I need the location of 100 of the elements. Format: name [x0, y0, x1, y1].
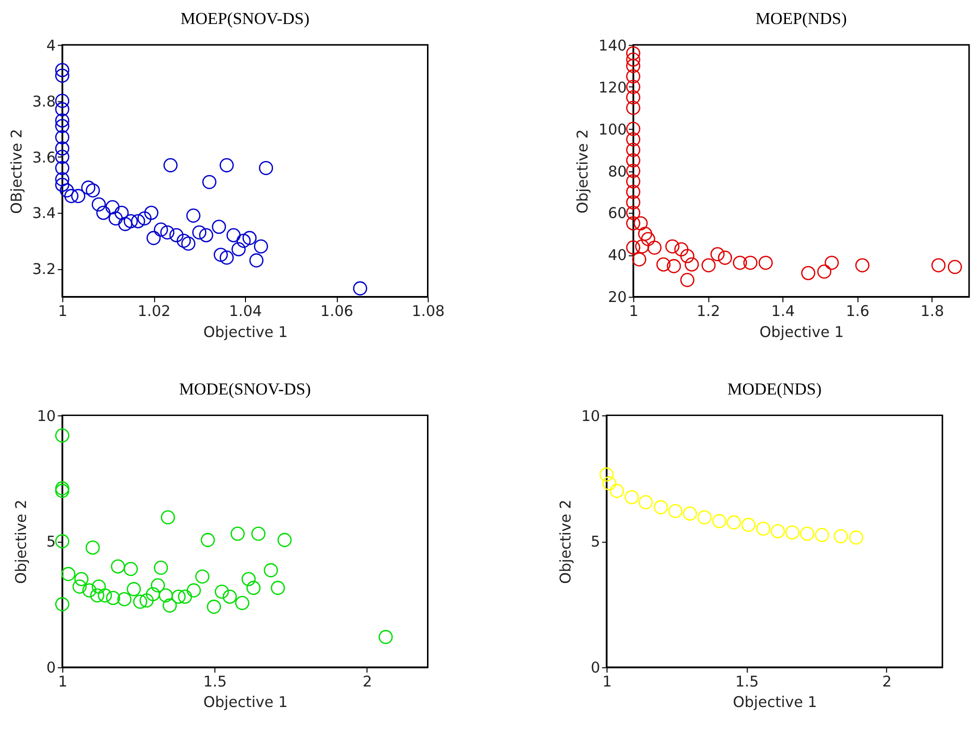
- point: [92, 580, 106, 594]
- point: [635, 239, 650, 254]
- point: [195, 569, 210, 584]
- point: [849, 530, 864, 545]
- point: [55, 118, 70, 134]
- point: [163, 158, 178, 172]
- point: [697, 510, 712, 524]
- point: [626, 122, 640, 136]
- point: [158, 588, 173, 602]
- point: [242, 572, 256, 586]
- x-tick-label: 1.8: [920, 303, 944, 320]
- point: [55, 130, 70, 144]
- point: [64, 188, 78, 204]
- point: [264, 563, 278, 578]
- y-tick-label: 3.2: [32, 261, 56, 278]
- point: [641, 232, 656, 246]
- point: [55, 534, 70, 548]
- point: [130, 214, 146, 228]
- x-tick-label: 1: [58, 303, 68, 320]
- point: [814, 528, 830, 542]
- point: [800, 526, 814, 541]
- point: [220, 158, 234, 172]
- point: [668, 504, 682, 518]
- point: [55, 102, 70, 116]
- chart-title: MOEP(NDS): [755, 9, 847, 28]
- point: [632, 252, 646, 266]
- y-tick-label: 4: [46, 37, 56, 54]
- point: [680, 248, 694, 264]
- x-tick-label: 1.6: [846, 303, 870, 320]
- point: [55, 172, 70, 186]
- x-tick-label: 1.06: [320, 303, 354, 320]
- point: [55, 68, 70, 83]
- x-axis-title: Objective 1: [759, 324, 844, 341]
- point: [626, 132, 640, 146]
- point: [626, 46, 640, 60]
- point: [124, 562, 138, 576]
- point: [90, 588, 104, 602]
- point: [770, 524, 785, 538]
- point: [192, 225, 206, 240]
- point: [647, 240, 662, 255]
- point: [626, 90, 640, 104]
- point: [712, 514, 726, 528]
- x-axis-title: Objective 1: [732, 694, 818, 712]
- point: [133, 594, 148, 609]
- y-tick-label: 20: [608, 289, 627, 306]
- point: [758, 256, 773, 270]
- x-tick-label: 1: [58, 673, 68, 690]
- point: [55, 428, 70, 443]
- point: [82, 583, 96, 598]
- point: [160, 225, 174, 240]
- point: [181, 236, 196, 251]
- point: [626, 153, 640, 168]
- point: [277, 532, 292, 548]
- point: [186, 208, 200, 223]
- point: [656, 257, 671, 272]
- point: [86, 540, 100, 555]
- point: [178, 590, 192, 604]
- point: [680, 272, 694, 288]
- x-tick-label: 1.5: [203, 673, 227, 690]
- point: [258, 160, 274, 176]
- point: [801, 266, 816, 280]
- point: [855, 258, 870, 272]
- point: [638, 226, 652, 241]
- point: [626, 174, 640, 188]
- point: [214, 584, 229, 599]
- point: [353, 281, 368, 296]
- x-tick-label: 2: [362, 673, 372, 690]
- y-axis-title: Objective 2: [574, 129, 592, 214]
- y-tick-label: 100: [598, 121, 627, 138]
- point: [200, 532, 215, 548]
- point: [176, 234, 191, 248]
- point: [72, 580, 87, 594]
- point: [743, 256, 758, 270]
- x-tick-label: 1.2: [696, 303, 720, 320]
- point: [626, 58, 640, 73]
- point: [74, 572, 89, 586]
- point: [834, 529, 848, 544]
- point: [124, 214, 138, 228]
- y-tick-label: 120: [598, 79, 627, 96]
- point: [86, 183, 100, 198]
- point: [117, 592, 132, 606]
- point: [824, 256, 839, 270]
- point: [199, 228, 214, 242]
- point: [732, 256, 748, 270]
- point: [61, 566, 76, 582]
- point: [254, 239, 268, 254]
- y-tick-label: 3.4: [32, 205, 56, 222]
- point: [602, 476, 616, 490]
- point: [270, 580, 285, 595]
- point: [785, 525, 800, 540]
- point: [144, 206, 158, 220]
- point: [626, 142, 640, 157]
- point: [674, 242, 688, 256]
- point: [242, 230, 257, 246]
- point: [154, 560, 168, 575]
- point: [154, 222, 168, 237]
- point: [931, 258, 946, 272]
- point: [654, 500, 668, 514]
- point: [665, 239, 680, 254]
- y-tick-label: 140: [598, 37, 627, 54]
